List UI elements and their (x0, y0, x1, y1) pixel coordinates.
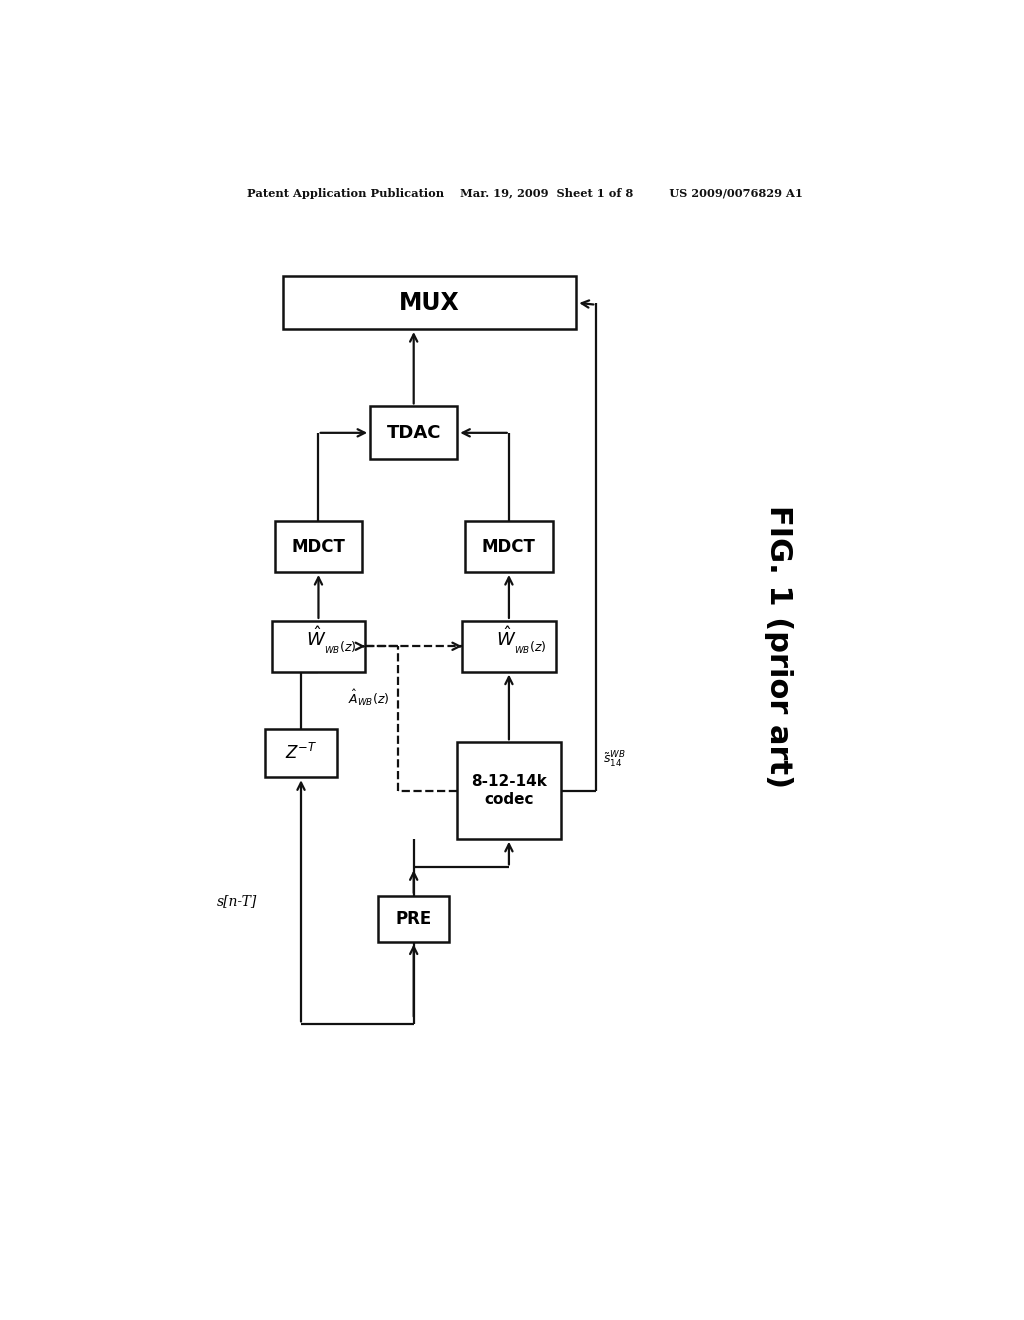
Text: $_{WB}(z)$: $_{WB}(z)$ (514, 640, 547, 656)
Text: $\hat{W}$: $\hat{W}$ (497, 626, 517, 649)
FancyBboxPatch shape (458, 742, 560, 840)
Text: $Z^{-T}$: $Z^{-T}$ (285, 743, 317, 763)
Text: $\tilde{s}^{WB}_{14}$: $\tilde{s}^{WB}_{14}$ (602, 750, 626, 770)
FancyBboxPatch shape (462, 620, 556, 672)
Text: MDCT: MDCT (482, 537, 536, 556)
FancyBboxPatch shape (370, 407, 458, 459)
Text: TDAC: TDAC (386, 424, 441, 442)
Text: FIG. 1 (prior art): FIG. 1 (prior art) (764, 504, 794, 788)
FancyBboxPatch shape (465, 521, 553, 572)
FancyBboxPatch shape (271, 620, 366, 672)
Text: $_{WB}(z)$: $_{WB}(z)$ (324, 640, 356, 656)
FancyBboxPatch shape (265, 729, 337, 777)
FancyBboxPatch shape (283, 276, 577, 329)
Text: $\hat{A}_{WB}(z)$: $\hat{A}_{WB}(z)$ (348, 688, 390, 709)
Text: 8-12-14k
codec: 8-12-14k codec (471, 775, 547, 807)
Text: MDCT: MDCT (292, 537, 345, 556)
Text: $\hat{W}$: $\hat{W}$ (306, 626, 327, 649)
Text: PRE: PRE (395, 909, 432, 928)
Text: s[n-T]: s[n-T] (217, 894, 257, 908)
Text: Patent Application Publication    Mar. 19, 2009  Sheet 1 of 8         US 2009/00: Patent Application Publication Mar. 19, … (247, 189, 803, 199)
FancyBboxPatch shape (378, 896, 450, 941)
FancyBboxPatch shape (274, 521, 362, 572)
Text: MUX: MUX (399, 290, 460, 314)
